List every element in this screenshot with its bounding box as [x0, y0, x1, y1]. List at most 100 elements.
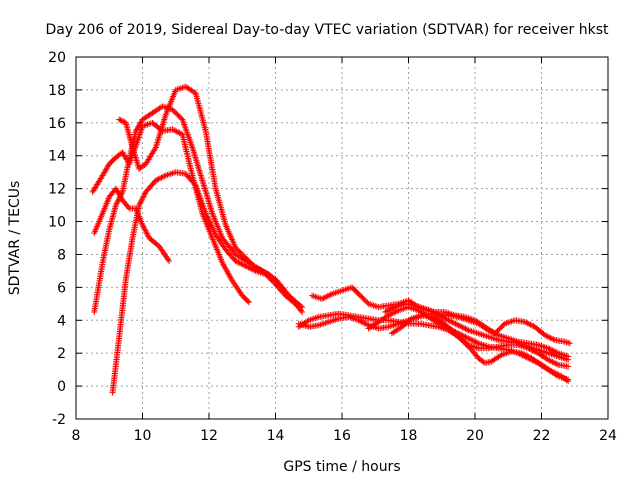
data-point-marker [115, 197, 122, 204]
data-point-marker [259, 268, 266, 275]
x-tick-label: 18 [400, 428, 418, 444]
y-axis-label: SDTVAR / TECUs [7, 181, 23, 296]
data-point-marker [563, 377, 570, 384]
data-point-marker [462, 333, 469, 340]
data-point-marker [244, 263, 250, 270]
data-point-marker [435, 317, 442, 324]
data-point-marker [170, 127, 177, 134]
data-point-marker [497, 352, 504, 359]
data-point-marker [254, 265, 261, 272]
data-point-marker [125, 204, 132, 211]
data-point-marker [386, 306, 393, 313]
data-point-marker [549, 347, 556, 354]
data-point-marker [463, 326, 470, 333]
data-point-marker [566, 340, 573, 347]
data-point-marker [165, 256, 172, 263]
data-point-marker [321, 294, 328, 301]
data-point-marker [461, 333, 468, 340]
data-point-marker [548, 368, 555, 375]
data-point-marker [256, 266, 263, 273]
data-point-marker [548, 346, 554, 353]
data-point-marker [238, 260, 245, 267]
data-point-marker [144, 232, 151, 239]
data-point-marker [152, 177, 159, 184]
data-point-marker [158, 174, 165, 181]
data-point-marker [241, 262, 248, 269]
data-point-marker [389, 305, 396, 312]
data-point-marker [469, 337, 476, 344]
series-track-1 [89, 119, 252, 306]
data-point-marker [550, 359, 557, 366]
data-point-marker [390, 304, 397, 311]
data-point-marker [465, 335, 472, 342]
data-point-marker [383, 308, 390, 315]
data-point-marker [172, 127, 179, 134]
data-point-marker [449, 319, 456, 326]
data-point-marker [113, 200, 120, 207]
data-point-marker [468, 336, 475, 343]
data-point-marker [472, 338, 479, 345]
data-point-marker [552, 348, 559, 355]
data-point-marker [138, 197, 145, 204]
data-point-marker [248, 265, 255, 272]
data-point-marker [324, 293, 331, 300]
data-point-marker [385, 307, 392, 314]
data-point-marker [120, 118, 127, 125]
data-point-marker [234, 258, 241, 265]
data-point-marker [552, 360, 559, 367]
y-tick-label: 10 [48, 215, 66, 231]
data-point-marker [521, 351, 528, 358]
data-point-marker [552, 370, 559, 377]
data-point-marker [430, 314, 437, 321]
data-point-marker [548, 358, 554, 365]
data-point-marker [246, 265, 253, 272]
data-point-marker [151, 145, 158, 152]
data-point-marker [261, 269, 268, 276]
data-point-marker [117, 117, 124, 124]
data-point-marker [236, 260, 243, 267]
x-tick-label: 8 [72, 428, 81, 444]
data-point-marker [320, 295, 327, 302]
data-point-marker [140, 223, 147, 230]
data-point-marker [524, 353, 531, 360]
data-point-marker [239, 261, 246, 268]
data-point-marker [159, 173, 166, 180]
data-point-marker [473, 339, 480, 346]
data-point-marker [175, 129, 182, 136]
data-point-marker [116, 116, 123, 123]
data-point-marker [141, 226, 148, 233]
data-point-marker [544, 333, 551, 340]
data-point-marker [541, 332, 548, 339]
data-point-marker [471, 338, 478, 345]
y-tick-label: 18 [48, 83, 66, 99]
plot-frame [75, 56, 609, 420]
data-point-marker [358, 318, 365, 325]
x-tick-label: 20 [466, 428, 484, 444]
series-track-5 [116, 83, 306, 316]
data-layer [89, 83, 573, 396]
data-point-marker [112, 202, 119, 209]
data-point-marker [304, 318, 311, 325]
data-point-marker [139, 194, 146, 201]
data-point-marker [565, 363, 572, 370]
data-point-marker [555, 371, 562, 378]
data-point-marker [545, 356, 552, 363]
data-point-marker [543, 332, 550, 339]
data-point-marker [554, 371, 561, 378]
data-point-marker [458, 323, 465, 330]
data-point-marker [245, 264, 252, 271]
y-tick-label: 6 [57, 280, 66, 296]
chart-title: Day 206 of 2019, Sidereal Day-to-day VTE… [46, 22, 609, 38]
data-point-marker [518, 350, 525, 357]
data-point-marker [546, 345, 553, 352]
data-point-marker [524, 320, 531, 327]
data-point-marker [550, 336, 557, 343]
data-point-marker [235, 259, 242, 266]
x-tick-label: 14 [267, 428, 285, 444]
data-point-marker [461, 325, 468, 332]
x-tick-label: 12 [200, 428, 218, 444]
y-tick-label: 8 [57, 247, 66, 263]
data-point-marker [362, 320, 369, 327]
